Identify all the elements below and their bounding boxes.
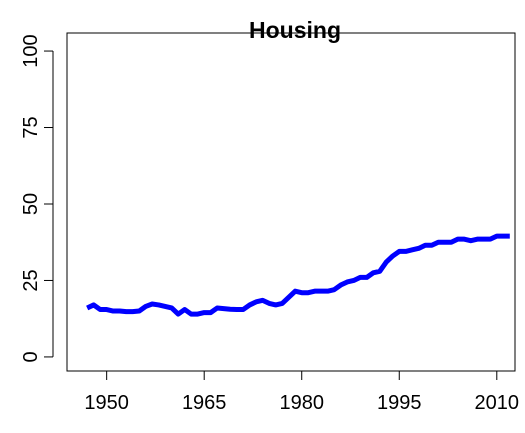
x-tick-label: 1965: [182, 392, 227, 414]
chart-title: Housing: [249, 17, 341, 43]
data-line: [86, 233, 510, 317]
y-tick-label: 0: [20, 351, 42, 362]
y-tick-label: 75: [20, 116, 42, 138]
y-tick-label: 25: [20, 269, 42, 291]
y-tick-label: 50: [20, 193, 42, 215]
plot-box: [66, 32, 516, 372]
x-tick-label: 1995: [377, 392, 422, 414]
x-tick-label: 2010: [475, 392, 520, 414]
y-tick-label: 100: [20, 34, 42, 67]
x-tick-label: 1950: [84, 392, 129, 414]
x-tick-label: 1980: [279, 392, 324, 414]
